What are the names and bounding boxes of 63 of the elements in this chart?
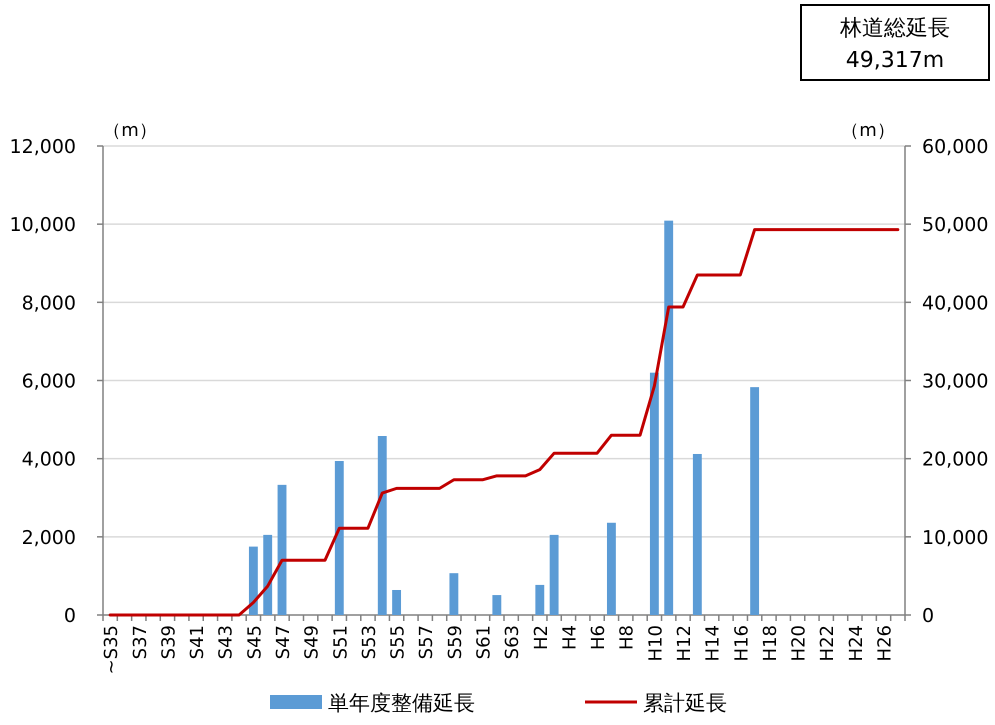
bar <box>378 436 387 615</box>
y-tick-label: 2,000 <box>22 526 76 549</box>
y-tick-label: 10,000 <box>10 214 76 236</box>
x-tick-label: H2 <box>530 625 552 650</box>
x-tick-label: H8 <box>616 625 638 650</box>
bar <box>248 546 258 615</box>
bar <box>606 522 616 615</box>
x-tick-label: H16 <box>731 625 752 662</box>
legend-label: 単年度整備延長 <box>328 691 475 715</box>
x-tick-label: S37 <box>130 625 151 660</box>
x-tick-label: S51 <box>330 625 352 660</box>
x-tick-label: S63 <box>502 625 524 660</box>
x-tick-label: ~S35 <box>101 625 122 674</box>
y-tick-label: 4,000 <box>22 448 76 471</box>
bar <box>449 573 458 615</box>
x-tick-label: S47 <box>273 625 294 660</box>
bar <box>550 534 559 615</box>
x-tick-label: H18 <box>760 625 781 662</box>
bar <box>535 584 544 615</box>
x-tick-label: S57 <box>416 625 438 660</box>
bar <box>750 387 760 615</box>
y-tick-label: 6,000 <box>22 370 76 392</box>
line-series <box>108 228 900 616</box>
y2-tick-label: 60,000 <box>922 136 988 158</box>
x-tick-label: S53 <box>358 625 380 660</box>
text: 林道総延長 <box>839 16 950 41</box>
bar <box>334 461 344 615</box>
bar <box>278 484 286 615</box>
x-tick-label: S41 <box>187 625 208 660</box>
legend-label: 累計延長 <box>643 691 727 715</box>
y-axis-title: （m） <box>103 120 157 141</box>
y2-tick-label: 20,000 <box>922 448 988 471</box>
x-tick-label: H26 <box>874 625 896 662</box>
bar <box>664 220 674 615</box>
x-tick-label: H12 <box>674 625 696 662</box>
x-tick-label: H24 <box>846 625 867 662</box>
x-tick-label: H14 <box>702 625 724 662</box>
y2-tick-label: 40,000 <box>922 292 988 314</box>
y2-tick-label: 0 <box>922 605 934 627</box>
y2-axis-title: （m） <box>841 120 895 141</box>
x-tick-label: H20 <box>788 625 810 662</box>
x-tick-label: S39 <box>158 625 180 660</box>
text: 49,317m <box>846 48 944 73</box>
y2-tick-label: 50,000 <box>922 214 988 236</box>
bar <box>392 590 402 615</box>
y2-tick-label: 10,000 <box>922 526 988 549</box>
x-tick-label: H6 <box>588 625 610 650</box>
y-tick-label: 12,000 <box>10 136 76 158</box>
y-tick-label: 8,000 <box>22 292 76 314</box>
x-tick-label: S49 <box>302 625 323 660</box>
bar <box>492 595 502 615</box>
x-tick-label: H10 <box>645 625 666 662</box>
bar <box>650 372 659 615</box>
x-tick-label: S45 <box>244 625 266 660</box>
y2-tick-label: 30,000 <box>922 370 988 392</box>
x-tick-label: H4 <box>559 625 580 650</box>
x-tick-label: S55 <box>388 625 409 660</box>
x-tick-label: S43 <box>216 625 237 660</box>
x-tick-label: S61 <box>474 625 495 660</box>
bar <box>692 454 702 615</box>
y-tick-label: 0 <box>64 605 76 627</box>
x-tick-label: S59 <box>444 625 466 660</box>
x-tick-label: H22 <box>817 625 838 662</box>
